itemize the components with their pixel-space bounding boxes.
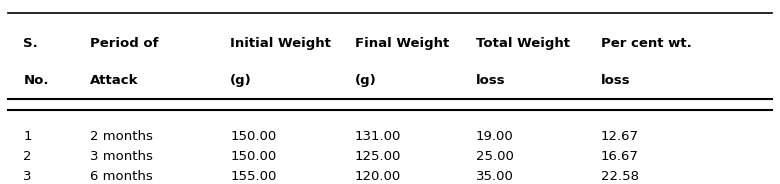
- Text: 16.67: 16.67: [601, 150, 639, 163]
- Text: 19.00: 19.00: [476, 130, 513, 143]
- Text: 125.00: 125.00: [355, 150, 401, 163]
- Text: Final Weight: Final Weight: [355, 37, 449, 50]
- Text: 2: 2: [23, 150, 32, 163]
- Text: Period of: Period of: [90, 37, 158, 50]
- Text: Attack: Attack: [90, 74, 138, 87]
- Text: 155.00: 155.00: [230, 170, 276, 183]
- Text: 35.00: 35.00: [476, 170, 514, 183]
- Text: Per cent wt.: Per cent wt.: [601, 37, 691, 50]
- Text: 22.58: 22.58: [601, 170, 639, 183]
- Text: 2 months: 2 months: [90, 130, 153, 143]
- Text: 150.00: 150.00: [230, 130, 276, 143]
- Text: (g): (g): [230, 74, 252, 87]
- Text: S.: S.: [23, 37, 38, 50]
- Text: 131.00: 131.00: [355, 130, 401, 143]
- Text: Total Weight: Total Weight: [476, 37, 570, 50]
- Text: 25.00: 25.00: [476, 150, 514, 163]
- Text: loss: loss: [601, 74, 630, 87]
- Text: 120.00: 120.00: [355, 170, 401, 183]
- Text: No.: No.: [23, 74, 49, 87]
- Text: 12.67: 12.67: [601, 130, 639, 143]
- Text: 150.00: 150.00: [230, 150, 276, 163]
- Text: 3: 3: [23, 170, 32, 183]
- Text: 3 months: 3 months: [90, 150, 153, 163]
- Text: 6 months: 6 months: [90, 170, 152, 183]
- Text: Initial Weight: Initial Weight: [230, 37, 331, 50]
- Text: loss: loss: [476, 74, 505, 87]
- Text: (g): (g): [355, 74, 377, 87]
- Text: 1: 1: [23, 130, 32, 143]
